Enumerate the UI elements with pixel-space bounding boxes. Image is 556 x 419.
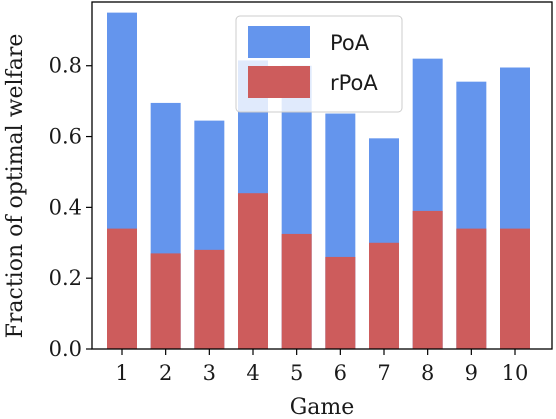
bar-rpoa-9	[456, 228, 487, 349]
bar-rpoa-6	[325, 256, 356, 349]
y-axis-title: Fraction of optimal welfare	[3, 34, 28, 339]
y-tick-label: 0.2	[49, 266, 82, 290]
plot-border	[91, 1, 553, 350]
bar-rpoa-2	[150, 253, 181, 349]
y-tick-label: 0.0	[49, 337, 82, 361]
legend-swatch-poa	[248, 26, 310, 58]
legend-swatch-rpoa	[248, 66, 310, 98]
legend-label-poa: PoA	[330, 31, 370, 55]
legend: PoA rPoA	[235, 15, 403, 113]
y-tick-label: 0.8	[49, 54, 82, 78]
legend-label-rpoa: rPoA	[330, 71, 378, 95]
x-tick-label: 1	[115, 361, 128, 385]
x-tick-label: 2	[159, 361, 172, 385]
y-tick-label: 0.6	[49, 125, 82, 149]
axes-frame	[91, 1, 553, 350]
x-axis-ticks: 1 2 3 4 5 6 7 8 9 10	[115, 349, 528, 385]
y-tick-label: 0.4	[49, 195, 82, 219]
x-axis-title: Game	[290, 395, 355, 419]
bar-rpoa-7	[369, 242, 399, 349]
bar-rpoa-10	[500, 228, 530, 349]
x-tick-label: 9	[465, 361, 478, 385]
x-tick-label: 7	[377, 361, 390, 385]
x-tick-label: 10	[502, 361, 529, 385]
bar-rpoa-3	[194, 249, 225, 349]
x-tick-label: 6	[334, 361, 347, 385]
bar-rpoa-4	[238, 193, 268, 349]
bar-rpoa-8	[412, 210, 443, 349]
y-axis-ticks: 0.0 0.2 0.4 0.6 0.8	[49, 54, 92, 361]
x-tick-label: 3	[203, 361, 216, 385]
bar-rpoa-1	[107, 228, 137, 349]
x-tick-label: 4	[246, 361, 259, 385]
bar-rpoa-5	[281, 233, 312, 349]
x-tick-label: 8	[421, 361, 434, 385]
x-tick-label: 5	[290, 361, 303, 385]
